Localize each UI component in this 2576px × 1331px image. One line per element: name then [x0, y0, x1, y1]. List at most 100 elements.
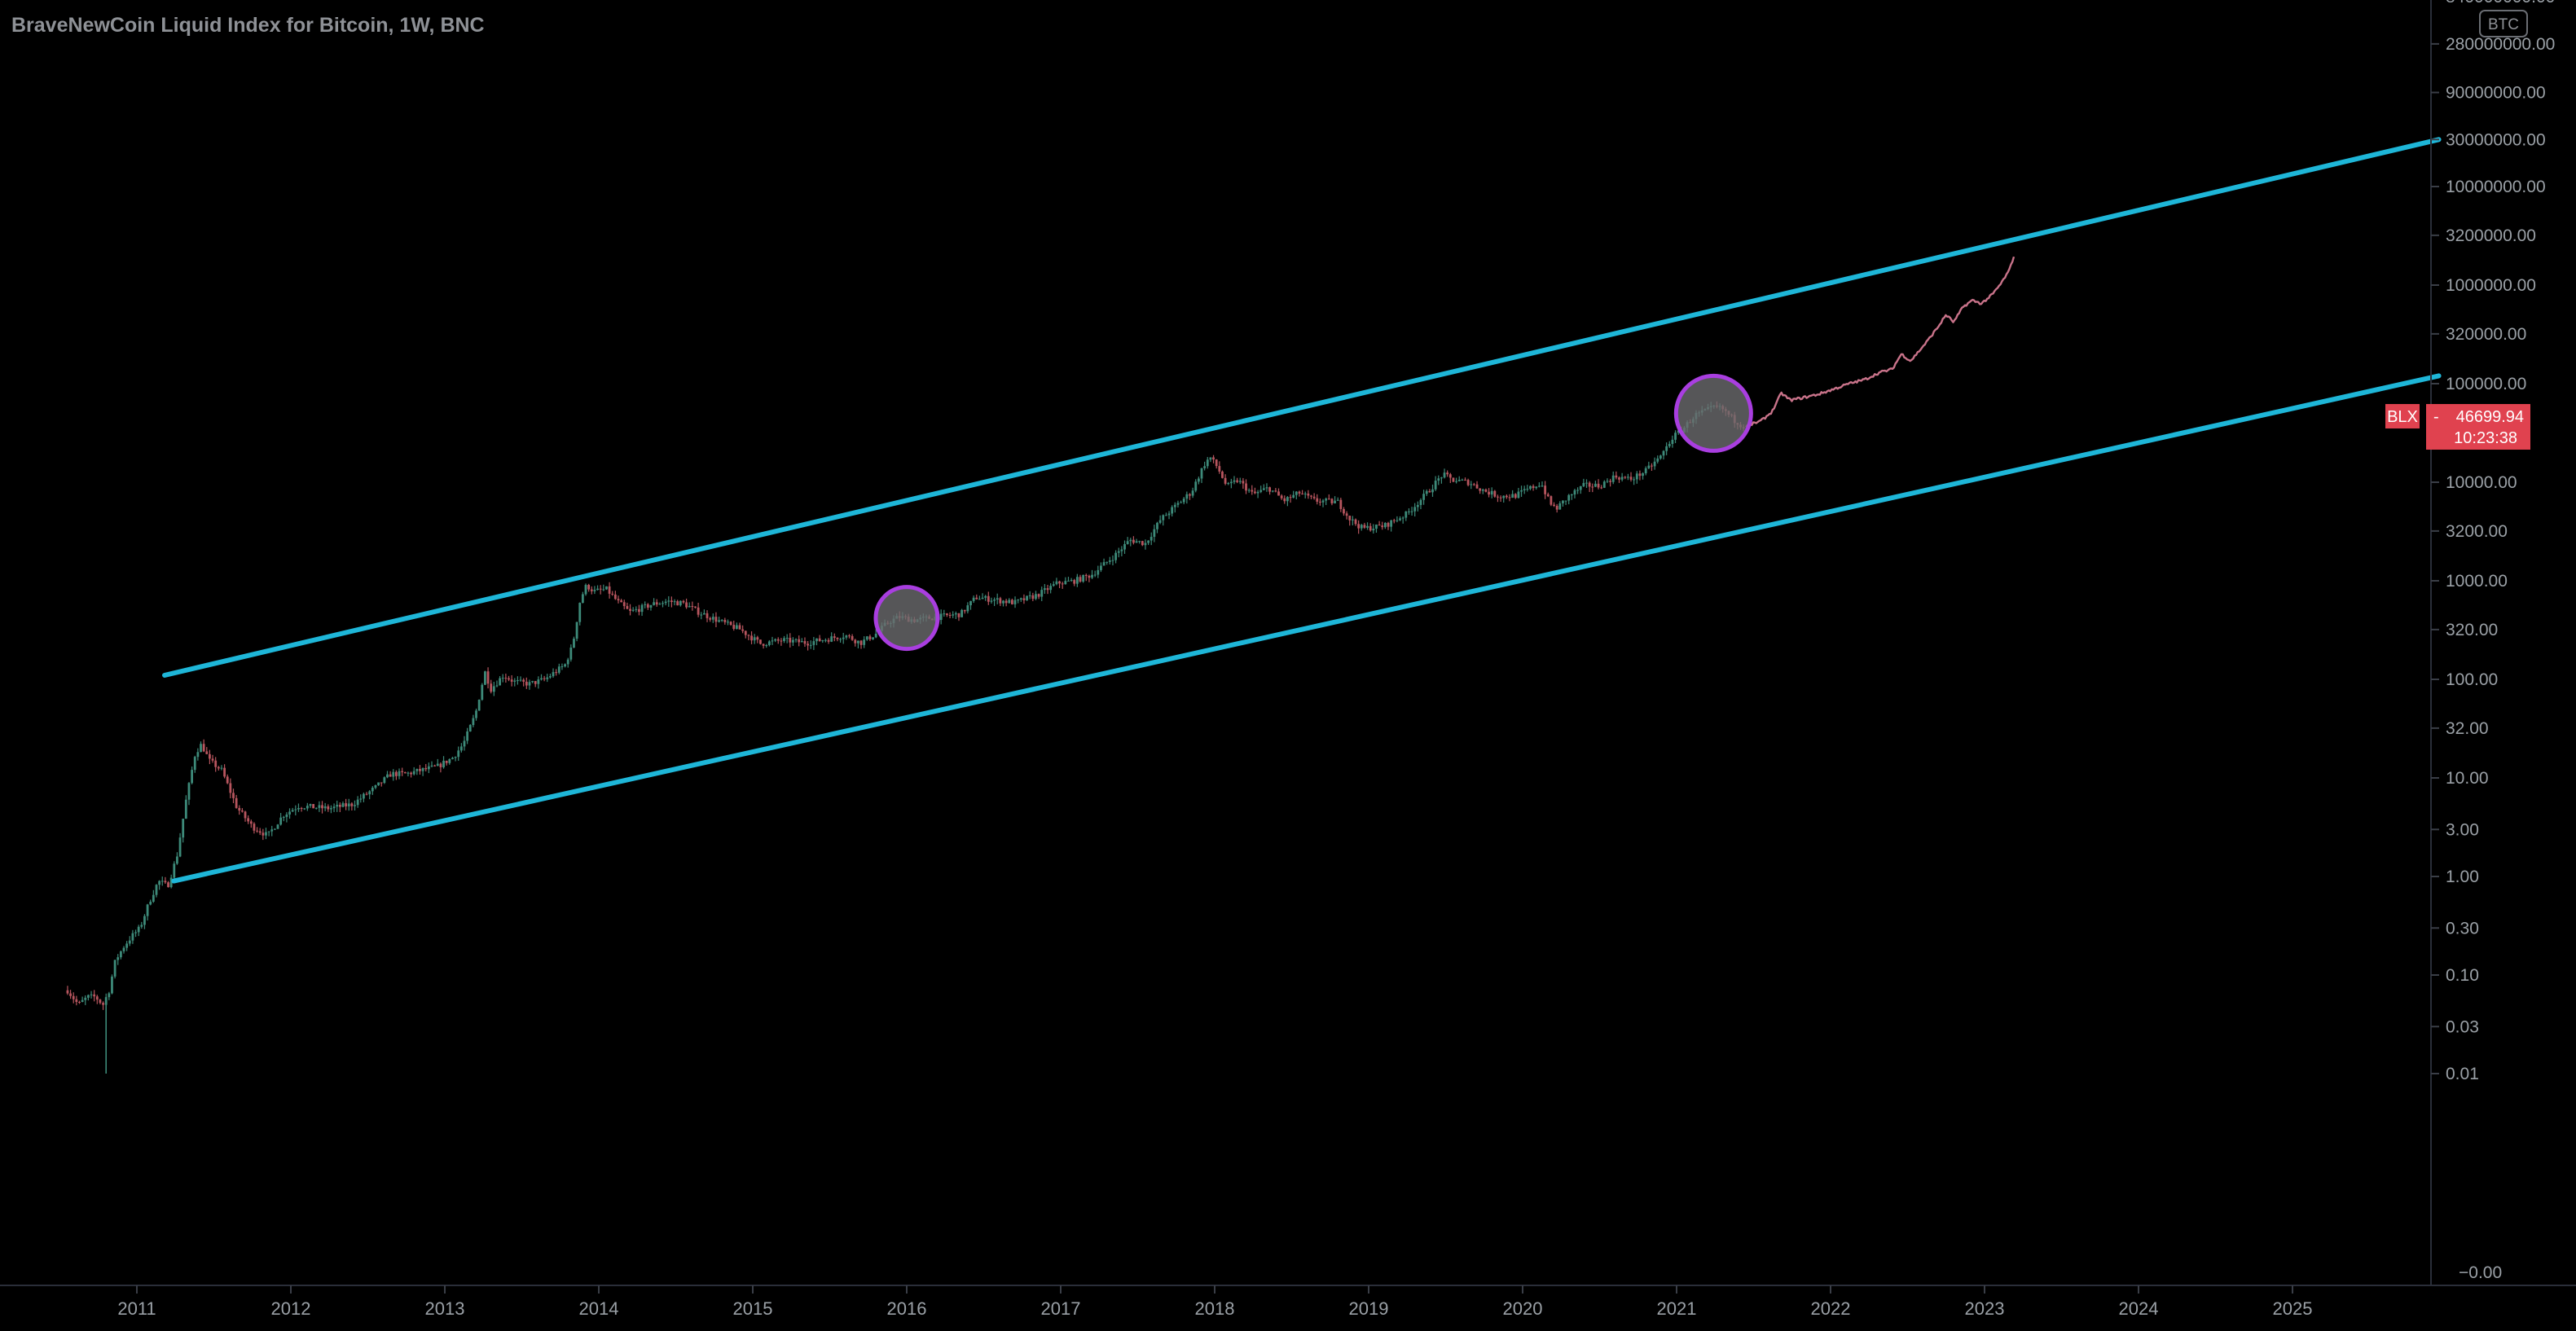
candle-body-125 — [436, 763, 439, 767]
candle-body-357 — [1123, 543, 1126, 550]
candle-body-43 — [193, 757, 196, 771]
candle-body-75 — [288, 811, 291, 815]
candle-body-383 — [1200, 468, 1203, 479]
highlight-circle-1[interactable] — [873, 585, 940, 652]
candle-body-320 — [1013, 600, 1017, 604]
candle-body-83 — [312, 804, 315, 809]
candle-body-146 — [499, 678, 502, 686]
candle-body-398 — [1245, 483, 1247, 491]
candle-body-63 — [253, 824, 256, 831]
candle-body-415 — [1295, 491, 1298, 495]
candle-body-516 — [1594, 483, 1597, 487]
candle-body-44 — [196, 752, 200, 758]
candle-body-181 — [602, 589, 605, 591]
candle-body-197 — [649, 604, 653, 608]
candle-body-126 — [439, 763, 442, 767]
candle-body-166 — [557, 666, 560, 673]
highlight-circles[interactable] — [873, 373, 1753, 652]
candle-body-157 — [531, 681, 534, 683]
candle-body-364 — [1144, 543, 1147, 546]
candle-body-461 — [1431, 489, 1434, 493]
candle-body-257 — [827, 639, 830, 642]
candle-body-268 — [859, 640, 863, 645]
candle-body-194 — [640, 604, 644, 613]
candle-body-322 — [1019, 598, 1022, 600]
candle-body-353 — [1111, 560, 1114, 561]
candle-body-222 — [723, 620, 727, 622]
candle-body-90 — [332, 806, 336, 809]
candle-body-47 — [205, 751, 209, 754]
currency-unit-badge[interactable]: BTC — [2479, 10, 2528, 37]
candle-body-341 — [1075, 577, 1079, 584]
candle-body-139 — [477, 699, 481, 711]
candle-body-79 — [300, 807, 303, 809]
candle-body-94 — [345, 803, 348, 806]
candle-body-408 — [1274, 490, 1277, 492]
candle-body-214 — [700, 614, 703, 616]
candle-body-106 — [380, 782, 383, 784]
candle-body-491 — [1520, 490, 1523, 492]
candle-body-402 — [1256, 491, 1259, 494]
candle-body-348 — [1097, 569, 1100, 575]
candle-body-317 — [1004, 600, 1008, 604]
candle-body-60 — [244, 811, 247, 819]
candle-body-196 — [646, 604, 649, 608]
candle-body-34 — [167, 882, 169, 888]
candle-body-331 — [1046, 588, 1049, 591]
candle-body-359 — [1129, 539, 1132, 542]
candle-body-492 — [1523, 489, 1526, 490]
candle-body-266 — [854, 639, 857, 644]
candle-body-409 — [1277, 491, 1280, 496]
channel-line-upper[interactable] — [162, 137, 2442, 678]
candle-body-162 — [546, 677, 549, 679]
highlight-circle-2[interactable] — [1673, 373, 1753, 453]
candle-body-334 — [1055, 581, 1058, 585]
candle-body-230 — [747, 635, 750, 636]
candle-body-52 — [220, 767, 223, 769]
last-price-badge: BLX - 46699.94 10:23:38 — [2385, 404, 2530, 450]
candle-body-420 — [1310, 495, 1312, 497]
candle-body-221 — [720, 620, 723, 622]
candle-body-193 — [638, 608, 640, 613]
candle-body-27 — [146, 904, 149, 916]
candle-body-412 — [1286, 497, 1289, 502]
candle-body-201 — [662, 603, 664, 604]
channel-line-lower[interactable] — [171, 373, 2442, 884]
currency-unit-box — [2479, 10, 2528, 37]
time-axis[interactable]: 2011 2012 2013 2014 2015 2016 2017 2018 2019 2020… — [117, 1285, 2312, 1319]
candle-body-445 — [1383, 522, 1387, 528]
candle-body-67 — [265, 832, 267, 836]
candle-body-541 — [1668, 443, 1671, 446]
candle-body-303 — [963, 609, 966, 612]
candle-body-346 — [1091, 574, 1093, 578]
channel-lines[interactable] — [162, 137, 2442, 884]
candle-body-536 — [1653, 461, 1656, 467]
candle-body-345 — [1088, 575, 1091, 578]
candle-body-305 — [969, 600, 972, 606]
last-price-symbol-bg — [2385, 404, 2420, 429]
candle-body-377 — [1182, 499, 1185, 503]
candle-body-65 — [258, 831, 262, 833]
candle-body-82 — [309, 804, 312, 806]
candle-body-502 — [1553, 504, 1555, 507]
candle-body-224 — [729, 622, 732, 626]
candle-body-529 — [1633, 479, 1636, 481]
candle-body-109 — [389, 774, 392, 777]
price-tick-label-16: 3.00 — [2446, 820, 2479, 839]
candle-body-307 — [975, 597, 978, 600]
candle-body-20 — [125, 943, 129, 948]
candle-body-48 — [209, 753, 211, 759]
candle-body-361 — [1135, 541, 1138, 543]
candle-body-464 — [1440, 477, 1443, 479]
candle-body-240 — [776, 639, 780, 641]
candle-body-51 — [217, 767, 220, 769]
candle-body-247 — [798, 639, 801, 643]
price-axis[interactable]: 840000000.00 280000000.00 90000000.00 30000… — [2431, 0, 2555, 1282]
candle-body-365 — [1147, 540, 1150, 543]
candle-body-62 — [249, 821, 253, 824]
candle-body-168 — [564, 664, 566, 667]
candle-body-476 — [1475, 484, 1479, 489]
